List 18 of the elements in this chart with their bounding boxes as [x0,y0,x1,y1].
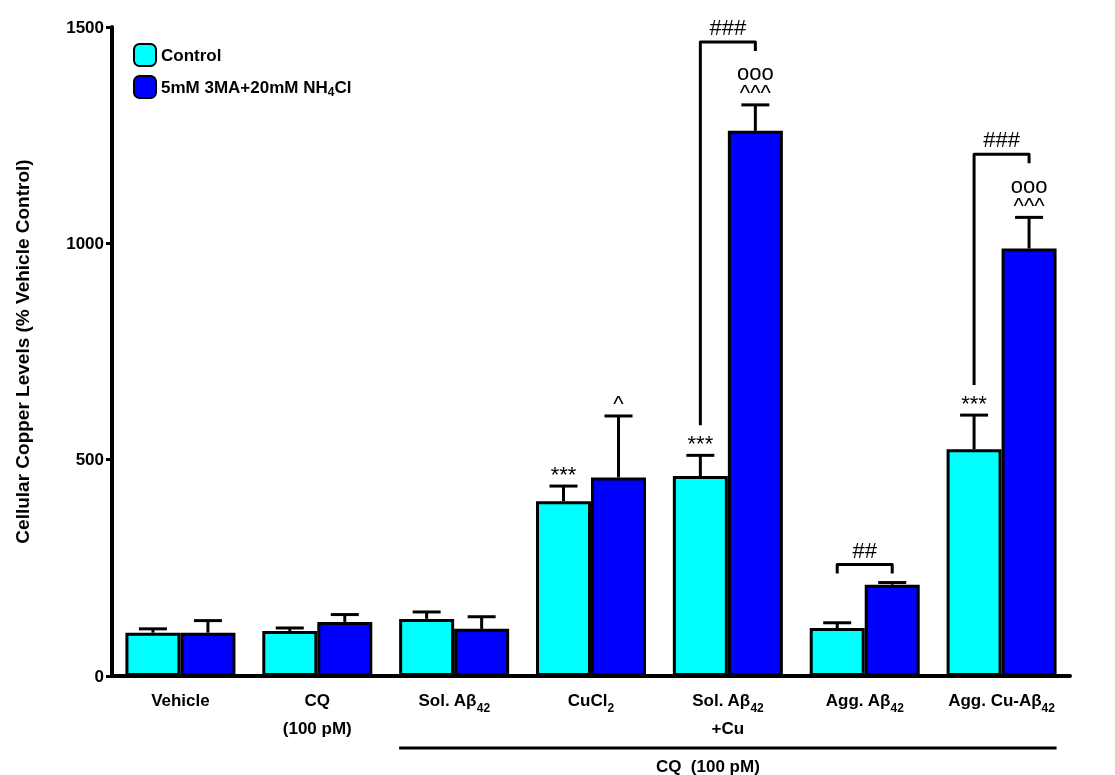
data-label: *** [961,390,988,416]
y-tick-label: 0 [94,666,104,686]
y-tick-label: 1500 [66,17,104,37]
y-axis-title: Cellular Copper Levels (% Vehicle Control) [12,159,33,544]
y-tick-label: 1000 [66,233,104,253]
annotation: ## [852,537,878,563]
data-label: ooo ^^^ [737,60,774,106]
data-label: *** [687,430,714,456]
data-label: *** [550,461,577,487]
legend-label: Control [161,45,222,65]
text: CQ (100 pM) [655,757,760,775]
annotation: ### [983,127,1021,153]
x-tick-label: CQ (100 pM) [282,690,352,738]
y-tick-label: 500 [75,450,104,470]
data-label: ^ [613,391,625,417]
annotation: ### [709,14,747,40]
data-label: ooo ^^^ [1010,172,1048,218]
x-tick-label: Vehicle [151,690,210,710]
